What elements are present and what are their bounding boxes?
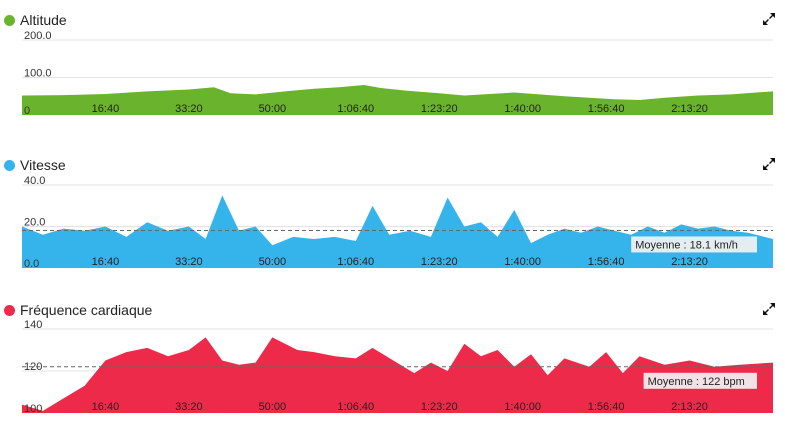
x-tick-label: 16:40 bbox=[92, 103, 120, 115]
average-label: Moyenne : 18.1 km/h bbox=[635, 239, 738, 251]
x-tick-label: 2:13:20 bbox=[671, 401, 708, 413]
y-tick-label: 200.0 bbox=[24, 30, 52, 42]
x-tick-label: 33:20 bbox=[175, 256, 203, 268]
frequence-title: Fréquence cardiaque bbox=[20, 302, 153, 318]
altitude-legend-dot bbox=[4, 14, 15, 26]
x-tick-label: 1:06:40 bbox=[337, 401, 374, 413]
altitude-title: Altitude bbox=[20, 12, 67, 28]
frequence-area bbox=[22, 337, 773, 413]
x-tick-label: 50:00 bbox=[259, 256, 287, 268]
vitesse-chart: 0.0 20.0 40.0 Moyenne : 18.1 km/h 16:40 33:20… bbox=[22, 175, 773, 270]
y-tick-label: 20.0 bbox=[24, 217, 45, 229]
y-tick-label: 40.0 bbox=[24, 175, 45, 187]
x-tick-label: 50:00 bbox=[259, 401, 287, 413]
x-tick-label: 1:06:40 bbox=[337, 103, 374, 115]
expand-icon[interactable] bbox=[762, 302, 776, 316]
frequence-chart: 100 120 140 Moyenne : 122 bpm 16:40 33:20 50:0… bbox=[22, 319, 773, 415]
expand-icon[interactable] bbox=[762, 12, 776, 26]
x-tick-label: 1:06:40 bbox=[337, 256, 374, 268]
altitude-panel: Altitude 0 100.0 200.0 16:40 33:20 50:00 1:06:… bbox=[0, 10, 785, 120]
y-tick-label: 100 bbox=[24, 403, 42, 415]
y-tick-label: 120 bbox=[24, 361, 42, 373]
vitesse-area bbox=[22, 195, 773, 268]
x-tick-label: 2:13:20 bbox=[671, 103, 708, 115]
frequence-panel: Fréquence cardiaque 100 120 140 Moyenne : 1… bbox=[0, 300, 785, 425]
x-tick-label: 1:40:00 bbox=[504, 256, 541, 268]
x-tick-label: 1:40:00 bbox=[504, 103, 541, 115]
frequence-header: Fréquence cardiaque bbox=[4, 300, 152, 320]
average-label-box bbox=[631, 236, 757, 253]
frequence-legend-dot bbox=[4, 304, 15, 316]
x-tick-label: 16:40 bbox=[92, 401, 120, 413]
x-tick-label: 1:56:40 bbox=[588, 401, 625, 413]
y-tick-label: 0 bbox=[24, 105, 30, 117]
x-tick-label: 50:00 bbox=[259, 103, 287, 115]
x-tick-label: 1:56:40 bbox=[588, 103, 625, 115]
altitude-area bbox=[22, 85, 773, 115]
y-tick-label: 140 bbox=[24, 319, 42, 331]
x-tick-label: 33:20 bbox=[175, 401, 203, 413]
y-tick-label: 0.0 bbox=[24, 258, 39, 270]
x-tick-label: 1:23:20 bbox=[421, 401, 458, 413]
altitude-chart: 0 100.0 200.0 16:40 33:20 50:00 1:06:40 1:23:20… bbox=[22, 30, 773, 117]
vitesse-title: Vitesse bbox=[20, 157, 66, 173]
vitesse-panel: Vitesse 0.0 20.0 40.0 Moyenne : 18.1 km/h 16… bbox=[0, 155, 785, 275]
x-tick-label: 16:40 bbox=[92, 256, 120, 268]
x-tick-label: 1:56:40 bbox=[588, 256, 625, 268]
vitesse-legend-dot bbox=[4, 159, 15, 171]
x-tick-label: 1:23:20 bbox=[421, 103, 458, 115]
x-tick-label: 33:20 bbox=[175, 103, 203, 115]
x-tick-label: 1:23:20 bbox=[421, 256, 458, 268]
expand-icon[interactable] bbox=[762, 157, 776, 171]
vitesse-header: Vitesse bbox=[4, 155, 66, 175]
y-tick-label: 100.0 bbox=[24, 68, 52, 80]
average-label: Moyenne : 122 bpm bbox=[648, 376, 745, 388]
altitude-header: Altitude bbox=[4, 10, 67, 30]
x-tick-label: 2:13:20 bbox=[671, 256, 708, 268]
average-label-box bbox=[643, 372, 757, 389]
x-tick-label: 1:40:00 bbox=[504, 401, 541, 413]
